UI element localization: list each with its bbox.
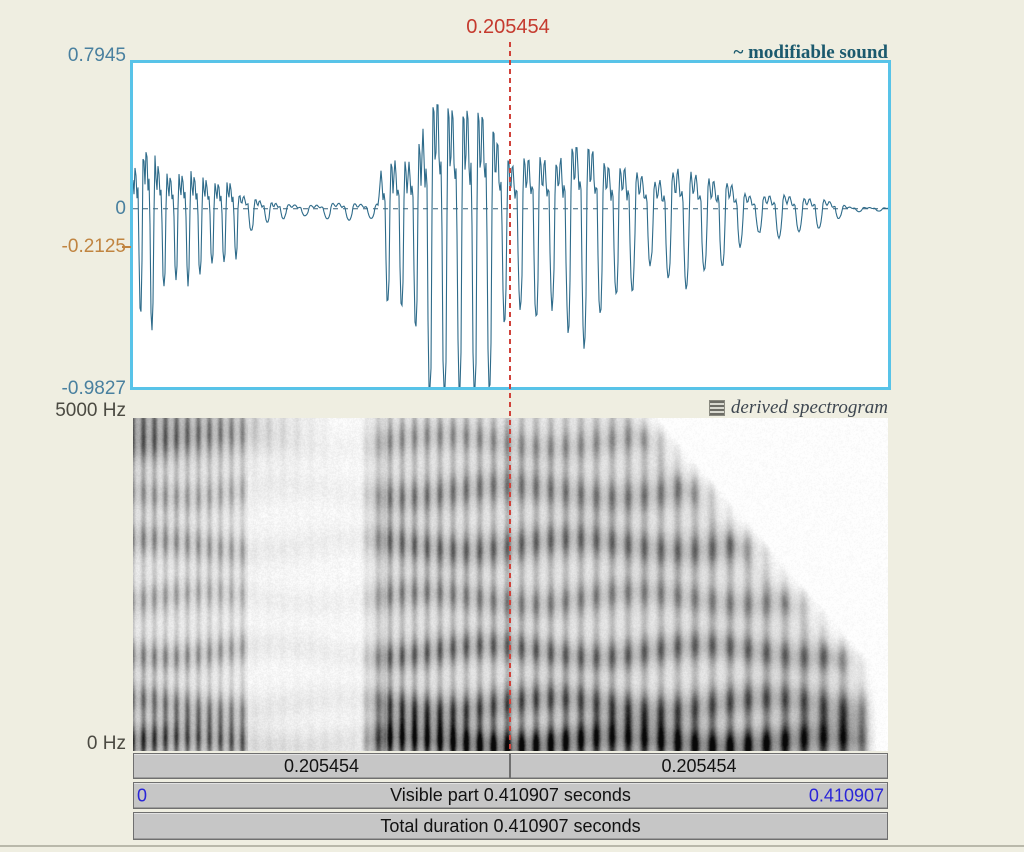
y-cursor-label: -0.2125 [61,236,126,257]
cursor-line[interactable] [509,42,511,751]
freq-min-label: 0 Hz [86,733,126,754]
selection-right-bar[interactable]: 0.205454 [510,753,888,779]
visible-start-label: 0 [137,785,148,805]
freq-max-label: 5000 Hz [55,400,126,421]
y-zero-label: 0 [115,198,126,219]
cursor-time-label: 0.205454 [466,16,550,38]
spectrogram-icon [708,400,725,416]
visible-end-label: 0.410907 [808,785,884,805]
selection-left-bar[interactable]: 0.205454 [133,753,510,779]
total-duration-bar[interactable]: Total duration 0.410907 seconds [133,812,888,840]
y-min-label: -0.9827 [61,378,126,399]
waveform-panel-title: ~ modifiable sound [733,42,888,63]
spectrogram-panel-title-row: derived spectrogram [708,397,888,419]
visible-part-label: Visible part 0.410907 seconds [390,785,631,805]
visible-part-bar[interactable]: 0 Visible part 0.410907 seconds 0.410907 [133,782,888,809]
y-cursor-tick [122,246,131,248]
spectrogram-panel-title: derived spectrogram [730,397,888,418]
window-bottom-edge [0,845,1024,847]
y-max-label: 0.7945 [67,45,126,66]
